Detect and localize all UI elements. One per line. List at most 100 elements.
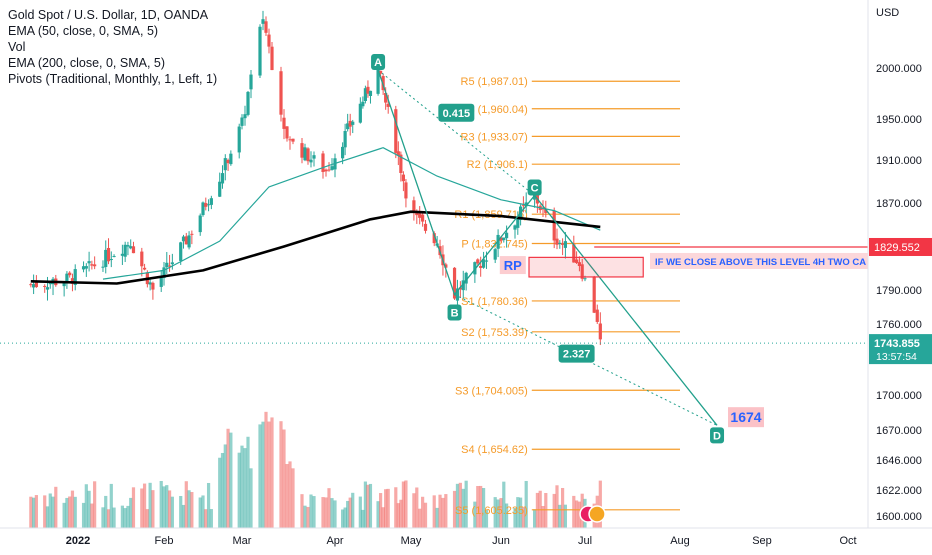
level-tag: 1829.552 (874, 242, 920, 254)
ratio-ac-label-bg (438, 103, 475, 122)
candle-body (386, 103, 390, 107)
candle-body (190, 233, 194, 235)
candle-body (120, 253, 124, 256)
abcd-legs (377, 69, 718, 426)
volume-bar (29, 496, 33, 528)
candle-body (595, 309, 599, 322)
volume-bar (201, 495, 205, 528)
volume-bar (165, 485, 169, 528)
volume-bar (366, 484, 370, 528)
candle-body (101, 266, 105, 268)
volume-bar (184, 481, 188, 528)
candle-body (563, 241, 567, 248)
candle-body (73, 269, 77, 285)
candle-body (151, 282, 155, 290)
volume-bar (167, 490, 172, 528)
rp-zone (528, 256, 644, 278)
candle-body (165, 262, 169, 268)
legend-symbol[interactable]: Gold Spot / U.S. Dollar, 1D, OANDA (8, 8, 209, 22)
ema-lines (30, 147, 601, 285)
candle-body (312, 155, 316, 159)
candle-body (432, 233, 436, 244)
volume-bar (204, 509, 208, 528)
volume-bar (533, 509, 537, 528)
candle-body (513, 225, 517, 230)
volume-bar (493, 497, 497, 528)
candle-body (496, 234, 500, 249)
level-tag-bg (869, 237, 932, 256)
volume-bar (464, 480, 468, 528)
volume-bar (306, 506, 310, 528)
candle-body (249, 74, 253, 90)
legend-pivots[interactable]: Pivots (Traditional, Monthly, 1, Left, 1… (8, 72, 218, 86)
volume-bar (499, 498, 503, 528)
volume-bar (54, 486, 58, 528)
volume-bar (198, 497, 202, 528)
volume-bar (351, 492, 355, 528)
candle-body (198, 215, 202, 233)
candle-body (368, 90, 373, 96)
volume-bar (381, 507, 385, 528)
volume-bar (452, 490, 457, 528)
volume-bar (476, 486, 480, 528)
candle-body (29, 284, 33, 286)
candle-body (206, 204, 211, 206)
volume-bar (575, 500, 579, 528)
volume-bar (479, 485, 483, 528)
candle-body (261, 19, 265, 24)
volume-bar (68, 496, 72, 528)
volume-bar (237, 452, 241, 528)
volume-bar (229, 432, 233, 528)
point-c-label-bg (527, 179, 542, 196)
candle-body (204, 203, 208, 207)
target-label: 1674 (730, 409, 761, 425)
candle-body (123, 244, 127, 257)
candle-body (479, 265, 483, 268)
candle-body (348, 120, 352, 127)
volume-bar (496, 499, 500, 528)
volume-bar (521, 507, 525, 528)
legend-ema50[interactable]: EMA (50, close, 0, SMA, 5) (8, 24, 159, 38)
volume-bar (187, 490, 191, 528)
abcd-pattern (377, 69, 718, 426)
candle-body (358, 103, 362, 123)
candle-body (502, 237, 506, 241)
volume-bar (379, 493, 383, 528)
pivot-label: S4 (1,654.62) (461, 444, 528, 456)
volume-bar (261, 421, 265, 528)
candle-body (552, 210, 556, 241)
volume-bar (270, 417, 274, 528)
volume-bar (343, 507, 347, 528)
ratio-bd-label-bg (558, 344, 595, 363)
volume-bar (126, 505, 130, 528)
candle-body (34, 282, 38, 288)
candle-body (412, 200, 416, 213)
pivot-label: R2 (1,906.1) (467, 159, 528, 171)
volume-bars (29, 411, 602, 528)
candle-body (321, 153, 325, 173)
candle-body (267, 34, 271, 47)
candle-body (209, 198, 213, 205)
volume-bar (435, 507, 439, 528)
legend-ema200[interactable]: EMA (200, close, 0, SMA, 5) (8, 56, 166, 70)
candle-body (324, 169, 328, 172)
volume-bar (142, 483, 147, 528)
time-tick-label: Sep (752, 535, 772, 547)
legend-vol[interactable]: Vol (8, 40, 26, 54)
volume-bar (524, 480, 528, 528)
volume-bar (243, 448, 247, 528)
volume-bar (140, 488, 144, 528)
candle-body (516, 217, 520, 228)
volume-bar (288, 461, 292, 528)
volume-bar (484, 509, 489, 528)
volume-bar (220, 452, 225, 528)
volume-bar (401, 481, 405, 528)
pivot-label: R3 (1,933.07) (461, 131, 528, 143)
candle-body (106, 247, 111, 262)
candle-body (361, 101, 365, 107)
candle-body (464, 272, 468, 284)
volume-bar (458, 482, 462, 528)
volume-bar (432, 495, 436, 528)
